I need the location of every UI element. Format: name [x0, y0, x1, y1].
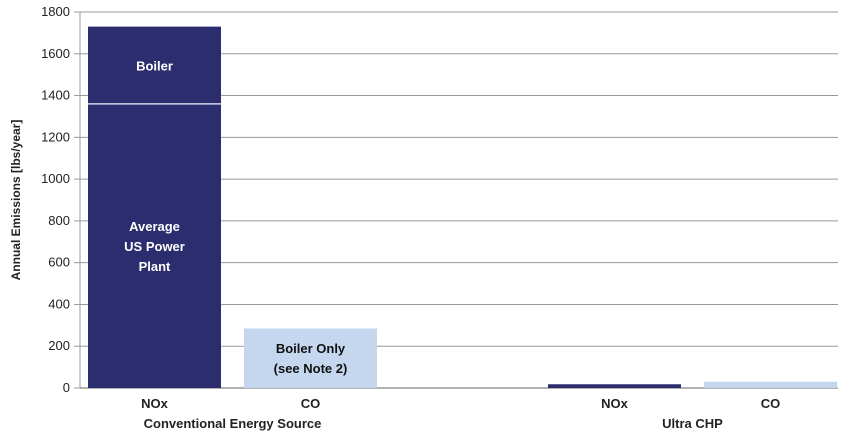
x-category-label: NOx	[601, 396, 629, 411]
x-category-label: NOx	[141, 396, 169, 411]
bar-segment-label: US Power	[124, 239, 185, 254]
y-tick-label: 1400	[41, 88, 70, 103]
x-category-label: CO	[301, 396, 321, 411]
bar-segment-label: Boiler	[136, 58, 173, 73]
y-tick-label: 1000	[41, 171, 70, 186]
x-category-label: CO	[761, 396, 781, 411]
y-tick-label: 800	[48, 213, 70, 228]
x-group-label: Ultra CHP	[662, 416, 723, 431]
bar-conventional-energy-source-nox-seg0	[88, 103, 221, 389]
y-axis-label: Annual Emissions [lbs/year]	[9, 120, 23, 281]
y-tick-label: 600	[48, 255, 70, 270]
y-tick-label: 0	[63, 380, 70, 395]
bar-ultra-chp-co-seg0	[704, 381, 837, 388]
y-tick-label: 200	[48, 338, 70, 353]
y-tick-label: 1600	[41, 46, 70, 61]
y-tick-labels: 0 200 400 600 800 1000 1200 1400 1600 1800	[41, 4, 70, 395]
bar-segment-label: Plant	[139, 259, 171, 274]
bar-conventional-energy-source-co-seg0	[244, 328, 377, 388]
y-tick-label: 400	[48, 296, 70, 311]
x-group-label: Conventional Energy Source	[144, 416, 322, 431]
bar-segment-label: Average	[129, 219, 180, 234]
bar-conventional-energy-source-nox-seg1	[88, 26, 221, 104]
bar-ultra-chp-nox-seg0	[548, 384, 681, 388]
y-tick-label: 1200	[41, 129, 70, 144]
bar-segment-label: Boiler Only	[276, 341, 346, 356]
bar-segment-label: (see Note 2)	[274, 361, 348, 376]
y-tick-label: 1800	[41, 4, 70, 19]
x-category-labels: NOx CO Conventional Energy Source NOx CO Ultr…	[141, 396, 780, 431]
bars: Average US Power Plant Boiler Boiler Only (se…	[88, 26, 837, 389]
